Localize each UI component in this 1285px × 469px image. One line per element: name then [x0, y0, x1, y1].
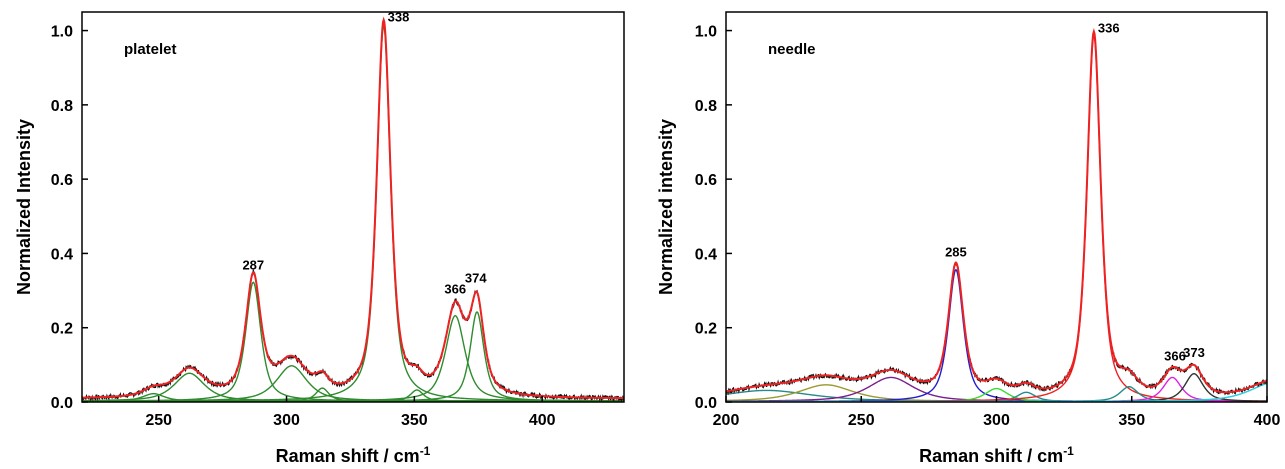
cumulative-fit — [82, 16, 624, 400]
x-axis-title-superscript: -1 — [420, 444, 431, 458]
y-tick-label: 0.6 — [51, 172, 73, 189]
y-axis-title: Normalized Intensity — [14, 119, 34, 295]
peak-label: 366 — [444, 282, 466, 297]
peak-label: 373 — [1183, 345, 1205, 360]
x-tick-label: 350 — [401, 412, 428, 429]
plot-frame — [725, 11, 1268, 403]
panel-label: needle — [768, 41, 816, 58]
y-tick-label: 0.2 — [695, 321, 717, 338]
chart-panel-needle: 200 250 300 350 400 0.0 0.2 0.4 0.6 0.8 1.0 needle 2… — [656, 11, 1281, 466]
component-curve-6 — [82, 23, 624, 402]
x-tick-label: 400 — [529, 412, 556, 429]
peak-label: 366 — [1164, 349, 1186, 364]
x-axis-title: Raman shift / cm-1 — [919, 444, 1074, 466]
x-tick-label: 350 — [1118, 412, 1145, 429]
y-tick-label: 0.4 — [695, 246, 717, 263]
x-tick-label: 250 — [145, 412, 172, 429]
chart-panel-platelet: 250 300 350 400 0.0 0.2 0.4 0.6 0.8 1.0 platelet 28… — [14, 9, 625, 466]
x-axis-title: Raman shift / cm-1 — [276, 444, 431, 466]
plot-frame — [81, 11, 625, 403]
y-tick-label: 0.8 — [51, 98, 73, 115]
peak-label: 285 — [945, 245, 967, 260]
y-tick-label: 1.0 — [51, 24, 73, 41]
component-curve-9 — [82, 311, 624, 402]
component-curve-4 — [726, 268, 1267, 402]
y-tick-label: 0.2 — [51, 321, 73, 338]
component-curve-8 — [82, 314, 624, 402]
cumulative-fit — [726, 28, 1267, 394]
y-tick-label: 1.0 — [695, 24, 717, 41]
x-tick-label: 300 — [983, 412, 1010, 429]
peak-label: 336 — [1098, 21, 1120, 36]
measured-spectrum — [82, 19, 624, 402]
x-tick-label: 300 — [273, 412, 300, 429]
x-tick-label: 400 — [1254, 412, 1281, 429]
plot-area — [82, 16, 624, 402]
x-axis-title-superscript: -1 — [1063, 444, 1074, 458]
x-axis-title-text: Raman shift / cm — [276, 446, 420, 466]
y-tick-label: 0.8 — [695, 98, 717, 115]
peak-label: 287 — [242, 258, 264, 273]
measured-spectrum — [726, 31, 1267, 396]
x-tick-label: 200 — [713, 412, 740, 429]
y-tick-label: 0.4 — [51, 246, 73, 263]
y-axis-title: Normalized intensity — [656, 119, 676, 295]
x-axis-title-text: Raman shift / cm — [919, 446, 1063, 466]
panel-label: platelet — [124, 41, 177, 58]
y-tick-label: 0.6 — [695, 172, 717, 189]
peak-label: 338 — [388, 9, 410, 24]
y-tick-label: 0.0 — [51, 395, 73, 412]
x-tick-label: 250 — [848, 412, 875, 429]
peak-label: 374 — [465, 271, 487, 286]
y-tick-label: 0.0 — [695, 395, 717, 412]
